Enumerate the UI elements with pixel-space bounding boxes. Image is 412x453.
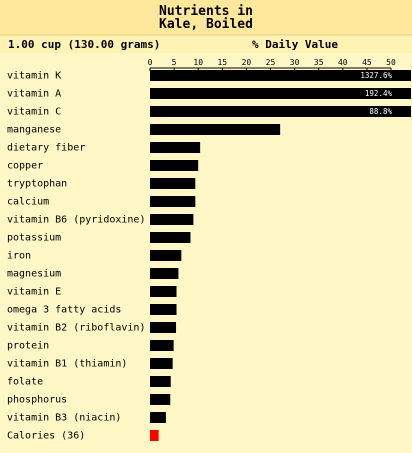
- bar: [150, 142, 201, 153]
- bar: [150, 394, 171, 405]
- bar: [150, 250, 182, 261]
- bar: [150, 322, 177, 333]
- category-label: vitamin A: [7, 89, 61, 100]
- bar: [150, 70, 411, 81]
- category-label: vitamin E: [7, 287, 61, 298]
- x-tick-label: 45: [362, 58, 372, 67]
- x-tick-label: 10: [193, 58, 203, 67]
- serving-size-label: 1.00 cup (130.00 grams): [8, 38, 160, 51]
- bar-value-label: 88.8%: [369, 107, 392, 116]
- x-tick-label: 30: [290, 58, 300, 67]
- category-label: vitamin K: [7, 71, 61, 82]
- x-tick-label: 35: [314, 58, 324, 67]
- bar: [150, 88, 411, 99]
- category-label: dietary fiber: [7, 143, 85, 154]
- bar: [150, 232, 191, 243]
- category-label: copper: [7, 161, 43, 172]
- bar: [150, 340, 174, 351]
- bar: [150, 178, 196, 189]
- category-label: tryptophan: [7, 179, 67, 190]
- header-band: [0, 35, 412, 53]
- category-label: vitamin B6 (pyridoxine): [7, 215, 145, 226]
- bar: [150, 196, 196, 207]
- category-label: calcium: [7, 197, 49, 208]
- category-label: vitamin B3 (niacin): [7, 413, 121, 424]
- bar: [150, 106, 411, 117]
- bar-rows: vitamin K 1327.6% vitamin A 192.4% vitamin C…: [7, 70, 411, 442]
- category-label: vitamin C: [7, 107, 61, 118]
- chart-title-line-1: Nutrients in: [159, 4, 253, 19]
- bar: [150, 268, 179, 279]
- category-label: protein: [7, 341, 49, 352]
- x-tick-label: 25: [266, 58, 276, 67]
- bar: [150, 430, 159, 441]
- bar-value-label: 192.4%: [365, 89, 393, 98]
- category-label: magnesium: [7, 269, 61, 280]
- x-tick-label: 40: [338, 58, 348, 67]
- category-label: phosphorus: [7, 395, 67, 406]
- category-label: folate: [7, 377, 43, 388]
- bar: [150, 214, 194, 225]
- category-label: manganese: [7, 125, 61, 136]
- chart-title-line-2: Kale, Boiled: [159, 17, 253, 32]
- x-tick-label: 5: [172, 58, 177, 67]
- bar: [150, 304, 177, 315]
- title-band: [0, 0, 412, 35]
- category-label: omega 3 fatty acids: [7, 305, 121, 316]
- category-label: vitamin B2 (riboflavin): [7, 323, 145, 334]
- axis-title: % Daily Value: [252, 38, 338, 51]
- x-tick-label: 15: [217, 58, 227, 67]
- category-label: Calories (36): [7, 431, 85, 442]
- bar: [150, 124, 281, 135]
- bar: [150, 358, 173, 369]
- category-label: iron: [7, 251, 31, 262]
- category-label: vitamin B1 (thiamin): [7, 359, 127, 370]
- bar: [150, 160, 199, 171]
- category-label: potassium: [7, 233, 61, 244]
- x-tick-label: 50: [386, 58, 396, 67]
- bar-value-label: 1327.6%: [360, 71, 392, 80]
- bar: [150, 412, 166, 423]
- bar: [150, 286, 177, 297]
- x-tick-label: 20: [242, 58, 252, 67]
- x-tick-label: 0: [148, 58, 153, 67]
- bar: [150, 376, 171, 387]
